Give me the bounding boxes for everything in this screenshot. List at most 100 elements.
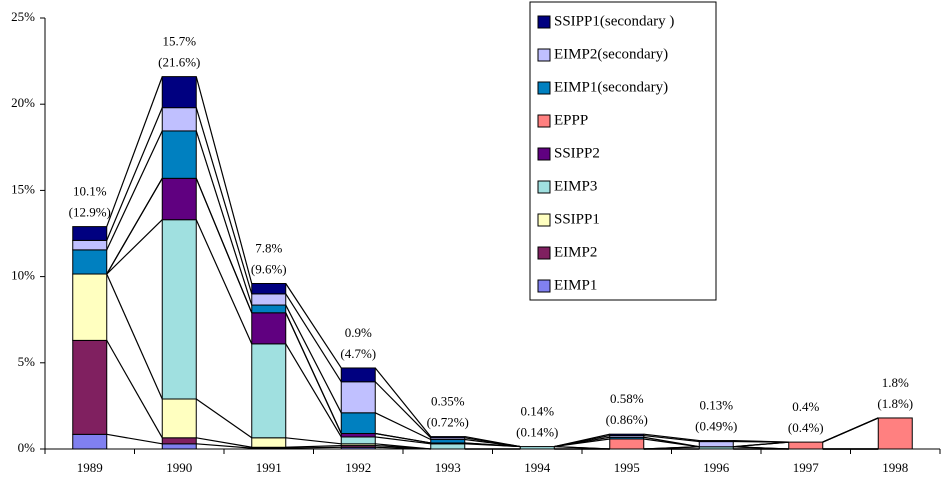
series-line — [285, 437, 342, 445]
bar-segment — [251, 293, 287, 306]
primary-label: 0.9% — [345, 325, 372, 340]
bar-segment — [698, 441, 734, 448]
x-tick-label: 1991 — [256, 460, 282, 475]
bar-segment — [430, 439, 466, 444]
bar-segment — [251, 282, 287, 295]
series-line — [196, 437, 252, 448]
legend-swatch — [537, 114, 551, 128]
total-label: (0.4%) — [788, 420, 824, 435]
bar-segment — [161, 130, 197, 179]
series-line — [375, 432, 431, 444]
primary-label: 0.13% — [699, 398, 733, 413]
legend-label: EIMP3 — [554, 178, 597, 194]
series-line — [822, 417, 879, 443]
legend-label: SSIPP2 — [554, 145, 600, 161]
series-line — [196, 443, 252, 449]
bar-segment — [72, 239, 108, 251]
bar-segment — [251, 343, 287, 439]
x-tick-label: 1992 — [345, 460, 371, 475]
series-line — [106, 219, 163, 275]
primary-label: 0.14% — [520, 404, 554, 419]
series-line — [195, 107, 253, 295]
x-tick-label: 1993 — [435, 460, 461, 475]
total-label: (0.86%) — [606, 412, 648, 427]
bar-segment — [161, 219, 197, 400]
bar-segment — [609, 433, 645, 437]
bar-segment — [161, 76, 197, 109]
series-line — [374, 381, 432, 439]
total-label: (0.49%) — [695, 419, 737, 434]
series-line — [733, 439, 789, 443]
bar-segment — [251, 304, 287, 314]
series-line — [106, 178, 163, 275]
series-line — [643, 434, 700, 443]
x-tick-label: 1995 — [614, 460, 640, 475]
bar-segment — [72, 339, 108, 435]
y-tick-label: 5% — [18, 354, 36, 369]
series-line — [285, 446, 342, 449]
bar-segment — [161, 398, 197, 439]
bar-segment — [161, 443, 197, 450]
series-line — [285, 343, 342, 438]
bar-segment — [430, 443, 466, 450]
series-line — [643, 446, 700, 450]
bar-segment — [877, 417, 913, 450]
bar-segment — [340, 412, 376, 434]
x-tick-label: 1997 — [793, 460, 820, 475]
series-line — [106, 107, 163, 241]
series-line — [464, 435, 521, 448]
series-line — [375, 443, 431, 450]
legend-label: EIMP1 — [554, 277, 597, 293]
series-line — [374, 412, 432, 441]
series-line — [195, 76, 253, 284]
series-line — [733, 446, 789, 450]
series-line — [643, 436, 700, 448]
series-line — [285, 283, 342, 369]
bar-segment — [340, 432, 376, 438]
series-line — [106, 433, 163, 445]
y-tick-label: 15% — [11, 181, 35, 196]
bar-segment — [609, 438, 645, 450]
total-label: (9.6%) — [251, 261, 287, 276]
bar-segment — [72, 433, 108, 450]
series-line — [195, 219, 253, 345]
legend-swatch — [537, 180, 551, 194]
bar-segment — [72, 249, 108, 275]
legend-swatch — [537, 246, 551, 260]
series-line — [285, 304, 342, 414]
bar-segment — [161, 107, 197, 132]
y-tick-label: 10% — [11, 268, 35, 283]
primary-label: 1.8% — [882, 375, 909, 390]
y-tick-label: 0% — [18, 440, 36, 455]
series-line — [554, 433, 610, 448]
legend-label: EIMP2(secondary) — [554, 46, 668, 62]
primary-label: 10.1% — [73, 184, 107, 199]
series-line — [733, 441, 789, 448]
series-line — [106, 130, 163, 251]
bar-segment — [72, 226, 108, 241]
x-tick-label: 1996 — [703, 460, 730, 475]
bar-segment — [72, 273, 108, 341]
bar-segment — [340, 436, 376, 445]
legend-swatch — [537, 48, 551, 62]
total-label: (1.8%) — [877, 396, 913, 411]
bar-segment — [161, 437, 197, 445]
legend-swatch — [537, 81, 551, 95]
total-label: (4.7%) — [340, 346, 376, 361]
legend: EIMP1 EIMP2 SSIPP1 EIMP3 SSIPP2 EPPP EIMP1(sec… — [529, 1, 717, 301]
series-line — [285, 312, 342, 434]
series-line — [374, 367, 432, 437]
series-line — [554, 445, 610, 450]
series-line — [106, 273, 163, 400]
series-line — [285, 444, 342, 448]
bar-segment — [788, 441, 824, 450]
legend-label: SSIPP1 — [554, 211, 600, 227]
series-line — [643, 433, 700, 442]
legend-swatch — [537, 15, 551, 29]
series-line — [285, 293, 342, 383]
bar-segment — [251, 437, 287, 448]
legend-swatch — [537, 147, 551, 161]
primary-label: 0.35% — [431, 394, 465, 409]
series-line — [106, 340, 163, 439]
